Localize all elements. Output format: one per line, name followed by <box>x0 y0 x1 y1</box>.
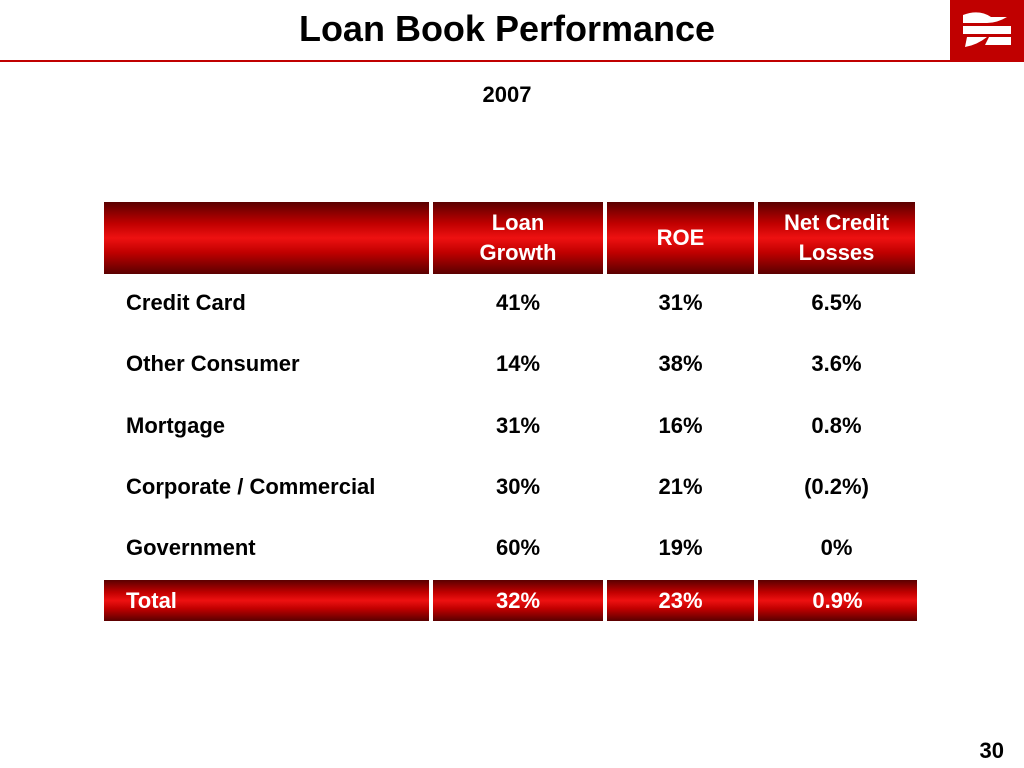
loan-growth-value: 14% <box>495 351 541 376</box>
table-row: Mortgage 31% 16% 0.8% <box>0 413 1024 443</box>
header-loan-growth-line2: Growth <box>479 240 557 265</box>
total-loan-growth: 32% <box>495 587 541 613</box>
row-label: Corporate / Commercial <box>126 474 376 499</box>
total-ncl-cell: 0.9% <box>758 580 917 621</box>
total-roe-cell: 23% <box>607 580 754 621</box>
table-row: Corporate / Commercial 30% 21% (0.2%) <box>0 474 1024 504</box>
header-roe: ROE <box>607 202 754 274</box>
roe-value: 38% <box>658 351 703 376</box>
bank-logo-icon <box>963 12 1011 47</box>
total-label: Total <box>126 587 177 613</box>
row-label: Mortgage <box>126 413 225 438</box>
header-blank-cell <box>104 202 429 274</box>
total-roe: 23% <box>658 587 703 613</box>
total-loan-growth-cell: 32% <box>433 580 603 621</box>
table-row: Credit Card 41% 31% 6.5% <box>0 290 1024 320</box>
table-row: Other Consumer 14% 38% 3.6% <box>0 351 1024 381</box>
row-label: Other Consumer <box>126 351 300 376</box>
loan-growth-value: 60% <box>495 535 541 560</box>
row-label: Government <box>126 535 256 560</box>
ncl-value: 6.5% <box>811 290 862 315</box>
loan-growth-value: 41% <box>495 290 541 315</box>
page-number: 30 <box>979 738 1004 763</box>
total-ncl: 0.9% <box>812 587 863 613</box>
ncl-value: 0.8% <box>811 413 862 438</box>
header-loan-growth-line1: Loan <box>491 210 545 235</box>
header-ncl-line1: Net Credit <box>783 210 890 235</box>
ncl-value: 0% <box>820 535 853 560</box>
roe-value: 16% <box>658 413 703 438</box>
roe-value: 31% <box>658 290 703 315</box>
row-label: Credit Card <box>126 290 246 315</box>
page-title: Loan Book Performance <box>298 8 716 49</box>
ncl-value: 3.6% <box>811 351 862 376</box>
roe-value: 21% <box>658 474 703 499</box>
ncl-value: (0.2%) <box>804 474 869 499</box>
bank-logo-icon <box>950 0 1024 60</box>
loan-growth-value: 31% <box>495 413 541 438</box>
header-ncl-line2: Losses <box>798 240 875 265</box>
title-divider <box>0 60 1024 62</box>
roe-value: 19% <box>658 535 703 560</box>
header-roe-label: ROE <box>656 225 705 250</box>
table-row: Government 60% 19% 0% <box>0 535 1024 565</box>
loan-growth-value: 30% <box>495 474 541 499</box>
page-subtitle: 2007 <box>482 82 532 107</box>
total-label-cell: Total <box>104 580 429 621</box>
header-loan-growth: Loan Growth <box>433 202 603 274</box>
header-net-credit-losses: Net Credit Losses <box>758 202 915 274</box>
